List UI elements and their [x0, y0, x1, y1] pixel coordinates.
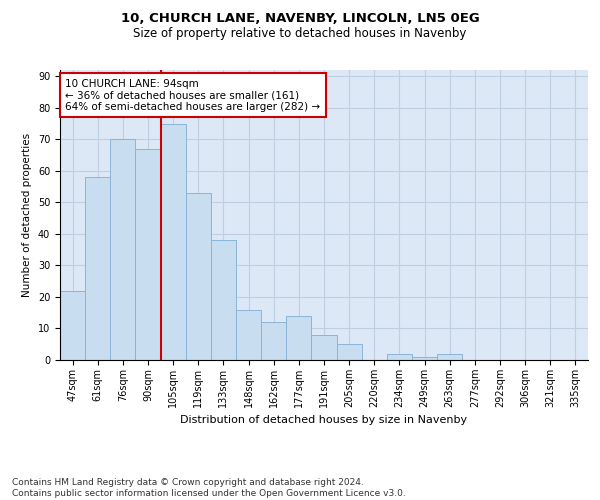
Bar: [85, 177, 110, 360]
Text: Size of property relative to detached houses in Navenby: Size of property relative to detached ho…: [133, 28, 467, 40]
Bar: [186, 193, 211, 360]
X-axis label: Distribution of detached houses by size in Navenby: Distribution of detached houses by size …: [181, 416, 467, 426]
Bar: [286, 316, 311, 360]
Bar: [437, 354, 462, 360]
Bar: [136, 149, 161, 360]
Text: 10, CHURCH LANE, NAVENBY, LINCOLN, LN5 0EG: 10, CHURCH LANE, NAVENBY, LINCOLN, LN5 0…: [121, 12, 479, 26]
Bar: [161, 124, 186, 360]
Bar: [311, 335, 337, 360]
Y-axis label: Number of detached properties: Number of detached properties: [22, 133, 32, 297]
Text: 10 CHURCH LANE: 94sqm
← 36% of detached houses are smaller (161)
64% of semi-det: 10 CHURCH LANE: 94sqm ← 36% of detached …: [65, 78, 320, 112]
Bar: [412, 357, 437, 360]
Bar: [387, 354, 412, 360]
Bar: [60, 290, 85, 360]
Bar: [337, 344, 362, 360]
Bar: [211, 240, 236, 360]
Bar: [236, 310, 261, 360]
Bar: [261, 322, 286, 360]
Text: Contains HM Land Registry data © Crown copyright and database right 2024.
Contai: Contains HM Land Registry data © Crown c…: [12, 478, 406, 498]
Bar: [110, 140, 136, 360]
